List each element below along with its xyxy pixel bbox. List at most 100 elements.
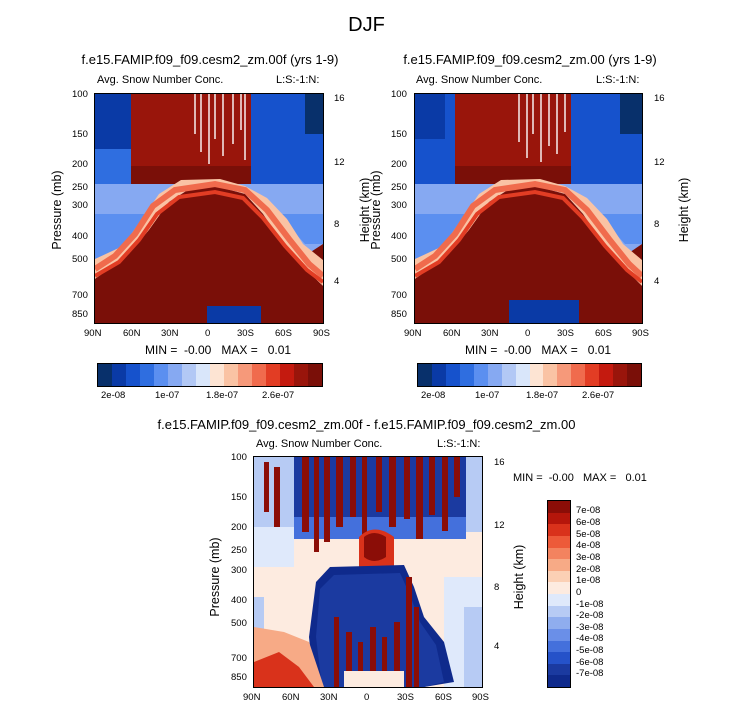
panel-3-colorbar-label: 0 [576, 587, 582, 598]
panel-2-y2tick: 4 [654, 276, 660, 287]
panel-3-colorbar-label: 4e-08 [576, 540, 601, 551]
panel-3-field [254, 457, 482, 687]
panel-3-colorbar-label: 5e-08 [576, 529, 601, 540]
panel-3-variable-label: Avg. Snow Number Conc. [256, 438, 383, 450]
panel-1-xtick: 90N [84, 328, 102, 339]
panel-3-xtick: 60S [435, 692, 452, 703]
panel-2-colorbar [417, 363, 642, 387]
panel-1-min-max: MIN = -0.00 MAX = 0.01 [145, 343, 292, 357]
panel-2-level-label: L:S:-1:N: [596, 74, 640, 86]
panel-2-y-axis-title: Pressure (mb) [369, 170, 383, 250]
panel-2-ytick: 300 [391, 200, 407, 211]
panel-3-xtick: 0 [364, 692, 370, 703]
panel-3-colorbar-label: -5e-08 [576, 645, 604, 656]
panel-3-ytick: 100 [231, 452, 247, 463]
panel-3-xtick: 90N [243, 692, 261, 703]
panel-1-colorbar-label: 2.6e-07 [262, 390, 295, 401]
panel-3-colorbar-label: 7e-08 [576, 505, 601, 516]
panel-3-ytick: 150 [231, 492, 247, 503]
panel-2-xtick: 90N [404, 328, 422, 339]
panel-1-colorbar [97, 363, 323, 387]
panel-2-title: f.e15.FAMIP.f09_f09.cesm2_zm.00 (yrs 1-9… [403, 52, 657, 67]
panel-1-ytick: 150 [72, 129, 88, 140]
panel-2-y2tick: 8 [654, 219, 660, 230]
panel-3-title: f.e15.FAMIP.f09_f09.cesm2_zm.00f - f.e15… [157, 417, 576, 432]
panel-3-colorbar-label: -2e-08 [576, 610, 604, 621]
panel-1-variable-label: Avg. Snow Number Conc. [97, 74, 224, 86]
panel-3-ytick: 250 [231, 545, 247, 556]
panel-1-field [95, 94, 323, 323]
panel-2-y2-axis-title: Height (km) [677, 177, 691, 243]
panel-1-colorbar-label: 1.8e-07 [206, 390, 239, 401]
panel-3-y2tick: 12 [494, 520, 505, 531]
panel-3-y-axis-title: Pressure (mb) [208, 537, 222, 617]
panel-1-plot-area [94, 93, 324, 324]
panel-1-ytick: 250 [72, 182, 88, 193]
panel-3-colorbar-label: 1e-08 [576, 575, 601, 586]
panel-1-level-label: L:S:-1:N: [276, 74, 320, 86]
panel-1-y2tick: 12 [334, 157, 345, 168]
panel-2-colorbar-label: 1.8e-07 [526, 390, 559, 401]
panel-2-field [415, 94, 642, 323]
panel-2-xtick: 90S [632, 328, 649, 339]
panel-2-colorbar-label: 1e-07 [475, 390, 500, 401]
panel-3-min-max: MIN = -0.00 MAX = 0.01 [513, 472, 647, 484]
panel-1-y-axis-title: Pressure (mb) [50, 170, 64, 250]
panel-1-ytick: 300 [72, 200, 88, 211]
panel-3-xtick: 30S [397, 692, 414, 703]
panel-3-y2-axis-title: Height (km) [512, 544, 526, 610]
panel-3-xtick: 30N [320, 692, 338, 703]
panel-3-ytick: 400 [231, 595, 247, 606]
panel-1-xtick: 30S [237, 328, 254, 339]
panel-3-y2tick: 16 [494, 457, 505, 468]
panel-2-ytick: 100 [391, 89, 407, 100]
panel-1-ytick: 700 [72, 290, 88, 301]
panel-1-title: f.e15.FAMIP.f09_f09.cesm2_zm.00f (yrs 1-… [81, 52, 339, 67]
panel-1-xtick: 60S [275, 328, 292, 339]
panel-1-ytick: 200 [72, 159, 88, 170]
panel-1-y2tick: 8 [334, 219, 340, 230]
panel-3-ytick: 500 [231, 618, 247, 629]
panel-3-ytick: 850 [231, 672, 247, 683]
panel-1-xtick: 0 [205, 328, 211, 339]
panel-3-y2tick: 4 [494, 641, 500, 652]
panel-2-ytick: 200 [391, 159, 407, 170]
panel-3-level-label: L:S:-1:N: [437, 438, 481, 450]
panel-2-xtick: 30S [557, 328, 574, 339]
panel-1-ytick: 850 [72, 309, 88, 320]
panel-3-colorbar-label: 2e-08 [576, 564, 601, 575]
panel-2-colorbar-label: 2.6e-07 [582, 390, 615, 401]
panel-3-xtick: 60N [282, 692, 300, 703]
panel-3-ytick: 200 [231, 522, 247, 533]
panel-2-min-max: MIN = -0.00 MAX = 0.01 [465, 343, 612, 357]
panel-2-ytick: 850 [391, 309, 407, 320]
panel-2-ytick: 400 [391, 231, 407, 242]
panel-1-xtick: 30N [161, 328, 179, 339]
panel-2-colorbar-label: 2e-08 [421, 390, 446, 401]
panel-2-ytick: 250 [391, 182, 407, 193]
panel-1-colorbar-label: 2e-08 [101, 390, 126, 401]
panel-1-ytick: 400 [72, 231, 88, 242]
panel-2-xtick: 0 [525, 328, 531, 339]
panel-1-y2tick: 16 [334, 93, 345, 104]
panel-3-colorbar-label: -7e-08 [576, 668, 604, 679]
panel-3-colorbar-label: -6e-08 [576, 657, 604, 668]
panel-3-colorbar-label: 6e-08 [576, 517, 601, 528]
panel-2-y2tick: 12 [654, 157, 665, 168]
panel-3-ytick: 700 [231, 653, 247, 664]
panel-3-plot-area [253, 456, 483, 688]
panel-1-ytick: 100 [72, 89, 88, 100]
panel-1-y2tick: 4 [334, 276, 340, 287]
panel-3-colorbar-label: -4e-08 [576, 633, 604, 644]
panel-1-xtick: 60N [123, 328, 141, 339]
panel-2-plot-area [414, 93, 643, 324]
panel-1-colorbar-label: 1e-07 [155, 390, 180, 401]
panel-2-ytick: 150 [391, 129, 407, 140]
figure-title: DJF [348, 14, 385, 36]
panel-3-colorbar-label: 3e-08 [576, 552, 601, 563]
panel-1-ytick: 500 [72, 254, 88, 265]
panel-3-colorbar [547, 500, 571, 688]
panel-2-xtick: 30N [481, 328, 499, 339]
panel-2-xtick: 60S [595, 328, 612, 339]
panel-3-xtick: 90S [472, 692, 489, 703]
